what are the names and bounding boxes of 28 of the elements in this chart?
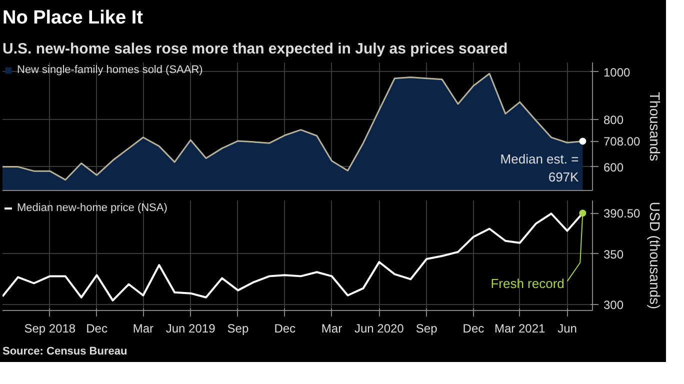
y-tick-label: 350 [604,247,624,262]
x-tick-label: Jun [558,322,577,336]
legend-label: Median new-home price (NSA) [17,202,168,214]
x-tick-label: Mar [321,322,342,336]
x-tick-label: Dec [86,322,108,336]
y-axis-title: Thousands [647,92,664,162]
x-tick-label: Sep 2018 [24,322,76,336]
data-label: 390.50 [604,206,641,221]
source-note: Source: Census Bureau [2,346,128,358]
x-tick-label: Dec [274,322,296,336]
annotation: Fresh record [490,276,564,292]
x-tick-label: Dec [462,322,484,336]
chart-subtitle: U.S. new-home sales rose more than expected in July as prices soared [2,40,508,58]
x-tick-label: Mar 2021 [494,322,546,336]
y-tick-label: 300 [604,298,624,312]
data-label: 708.00 [604,134,641,149]
x-tick-label: Mar [132,322,154,336]
y-tick-label: 600 [604,160,624,174]
y-axis-title: USD (thousands) [647,202,664,310]
y-tick-label: 800 [604,112,624,127]
y-tick-label: 1000 [604,65,631,80]
annotation: Median est. = 697K [500,152,580,184]
x-tick-label: Sep [227,322,249,336]
chart-title: No Place Like It [2,8,144,28]
x-tick-label: Jun 2020 [354,322,404,336]
legend-label: New single-family homes sold (SAAR) [17,64,203,76]
x-tick-label: Jun 2019 [166,322,216,336]
x-tick-label: Sep [416,322,438,336]
